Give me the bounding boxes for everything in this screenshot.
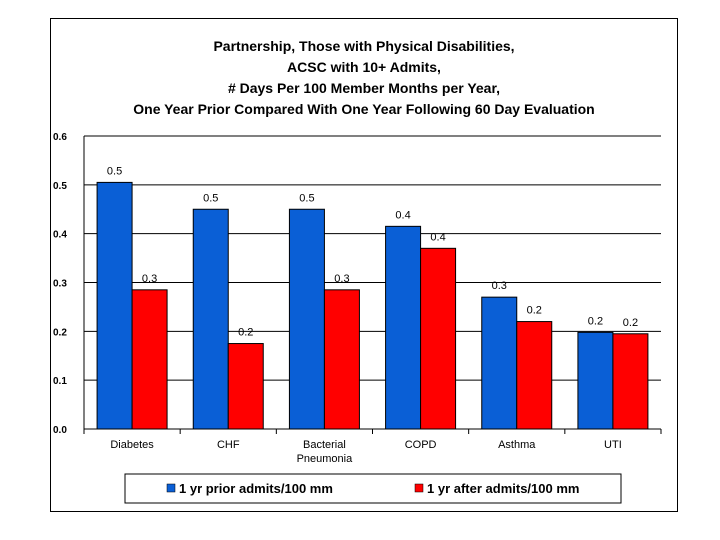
- data-label: 0.4: [395, 209, 410, 221]
- bar: [516, 321, 553, 430]
- data-label: 0.2: [588, 315, 603, 327]
- bar: [131, 289, 168, 430]
- chart-frame: Partnership, Those with Physical Disabil…: [50, 18, 678, 512]
- bar: [420, 247, 457, 430]
- legend-box: [124, 473, 622, 504]
- bar: [192, 208, 229, 430]
- bar: [577, 331, 614, 430]
- data-label: 0.4: [430, 231, 445, 243]
- data-label: 0.5: [107, 165, 122, 177]
- x-category-label: Asthma: [498, 439, 536, 451]
- y-tick-label: 0.3: [53, 279, 67, 290]
- data-label: 0.5: [299, 192, 314, 204]
- bar: [323, 289, 360, 430]
- legend-swatch: [414, 483, 424, 493]
- legend-label: 1 yr prior admits/100 mm: [179, 481, 333, 496]
- y-tick-label: 0.6: [53, 132, 67, 143]
- x-category-label: CHF: [217, 439, 240, 451]
- y-tick-label: 0.0: [53, 425, 67, 436]
- data-label: 0.2: [623, 317, 638, 329]
- data-label: 0.3: [334, 273, 349, 285]
- y-tick-label: 0.5: [53, 181, 67, 192]
- bar: [227, 343, 264, 430]
- y-tick-label: 0.4: [53, 230, 67, 241]
- legend-label: 1 yr after admits/100 mm: [427, 481, 579, 496]
- chart-title-line: Partnership, Those with Physical Disabil…: [213, 38, 514, 54]
- chart-title-line: One Year Prior Compared With One Year Fo…: [133, 101, 595, 117]
- chart-title-line: ACSC with 10+ Admits,: [287, 59, 441, 75]
- bar: [612, 333, 649, 430]
- data-label: 0.3: [142, 273, 157, 285]
- legend-swatch: [166, 483, 176, 493]
- data-label: 0.2: [527, 305, 542, 317]
- bar: [385, 225, 422, 430]
- data-label: 0.2: [238, 327, 253, 339]
- x-category-label: Bacterial: [303, 439, 346, 451]
- chart: Partnership, Those with Physical Disabil…: [53, 38, 662, 504]
- bar: [96, 181, 133, 430]
- x-category-label: Diabetes: [110, 439, 154, 451]
- data-label: 0.3: [492, 280, 507, 292]
- bar: [288, 208, 325, 430]
- bar: [481, 296, 518, 430]
- chart-title-line: # Days Per 100 Member Months per Year,: [228, 80, 500, 96]
- data-label: 0.5: [203, 192, 218, 204]
- x-category-label: UTI: [604, 439, 622, 451]
- x-category-label: COPD: [405, 439, 437, 451]
- y-tick-label: 0.2: [53, 327, 67, 338]
- x-category-label: Pneumonia: [297, 453, 354, 465]
- y-tick-label: 0.1: [53, 376, 67, 387]
